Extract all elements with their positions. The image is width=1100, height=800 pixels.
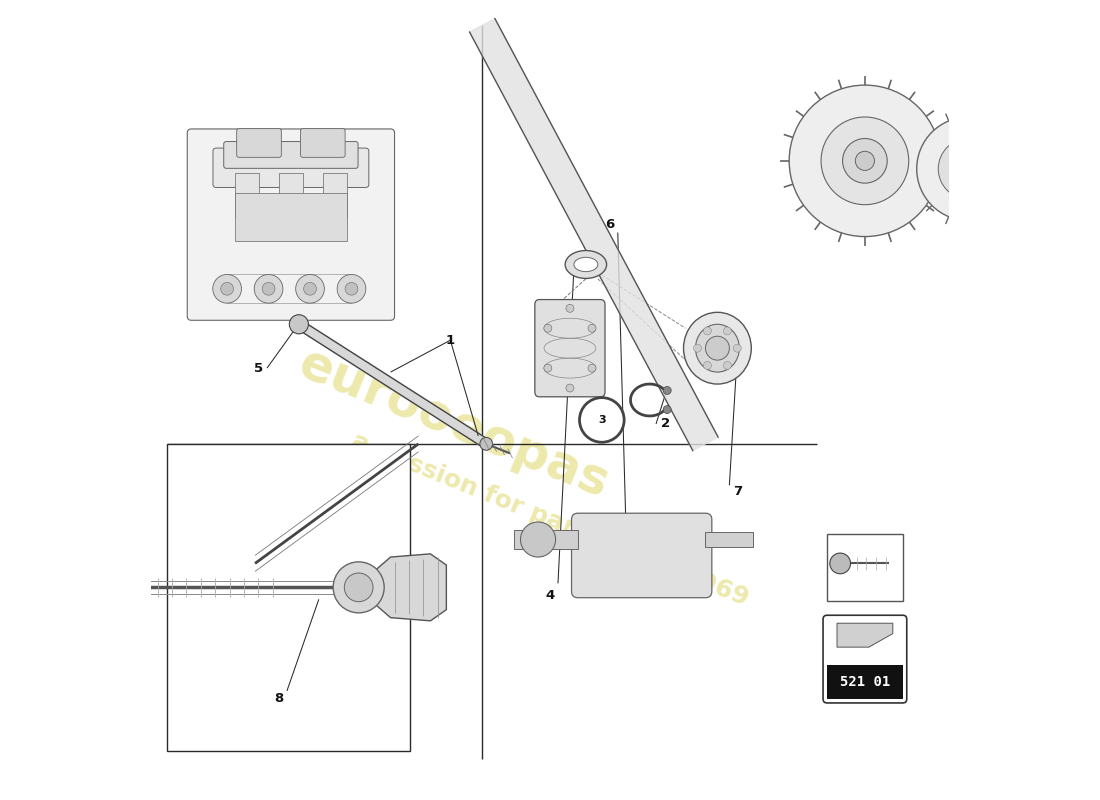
Text: 2: 2 (661, 418, 670, 430)
Circle shape (565, 304, 574, 312)
Circle shape (580, 398, 624, 442)
Circle shape (221, 282, 233, 295)
FancyBboxPatch shape (535, 299, 605, 397)
Circle shape (734, 344, 741, 352)
FancyBboxPatch shape (223, 142, 359, 168)
Circle shape (344, 573, 373, 602)
Text: 5: 5 (254, 362, 264, 374)
Ellipse shape (695, 324, 739, 372)
Text: 4: 4 (546, 589, 554, 602)
Circle shape (212, 274, 242, 303)
Text: 1: 1 (446, 334, 455, 346)
Ellipse shape (683, 312, 751, 384)
Text: 521 01: 521 01 (839, 675, 890, 690)
Bar (235, 193, 346, 241)
Bar (827, 666, 903, 699)
Bar (827, 534, 903, 602)
Ellipse shape (565, 250, 606, 278)
Circle shape (789, 85, 940, 237)
Circle shape (916, 117, 1021, 221)
Circle shape (520, 522, 556, 557)
Circle shape (254, 274, 283, 303)
Circle shape (663, 386, 671, 394)
Bar (279, 173, 302, 217)
Circle shape (724, 327, 732, 335)
Text: 7: 7 (733, 485, 741, 498)
Text: 8: 8 (274, 693, 284, 706)
Polygon shape (470, 18, 718, 450)
Circle shape (543, 364, 552, 372)
Bar (705, 531, 754, 547)
Bar (235, 173, 258, 217)
Circle shape (304, 282, 317, 295)
Text: a passion for parts since 1969: a passion for parts since 1969 (348, 429, 752, 610)
Circle shape (289, 314, 308, 334)
Circle shape (938, 138, 999, 199)
Circle shape (337, 274, 366, 303)
Circle shape (333, 562, 384, 613)
Circle shape (296, 274, 324, 303)
Text: eurooeopas: eurooeopas (293, 340, 617, 508)
Circle shape (704, 327, 712, 335)
Circle shape (724, 362, 732, 370)
Bar (167, 444, 410, 750)
Circle shape (345, 282, 358, 295)
Circle shape (704, 362, 712, 370)
Polygon shape (296, 320, 488, 448)
Polygon shape (837, 623, 893, 647)
Circle shape (821, 117, 909, 205)
Circle shape (705, 336, 729, 360)
Circle shape (480, 438, 493, 450)
Circle shape (588, 324, 596, 332)
Circle shape (663, 406, 671, 414)
Circle shape (829, 553, 850, 574)
Text: 3: 3 (598, 415, 606, 425)
Circle shape (693, 344, 702, 352)
Bar (514, 530, 578, 549)
FancyBboxPatch shape (187, 129, 395, 320)
Circle shape (543, 324, 552, 332)
FancyBboxPatch shape (823, 615, 906, 703)
Text: 6: 6 (605, 218, 615, 231)
FancyBboxPatch shape (213, 148, 368, 187)
Circle shape (262, 282, 275, 295)
FancyBboxPatch shape (236, 129, 282, 158)
Bar (322, 173, 346, 217)
Circle shape (588, 364, 596, 372)
FancyBboxPatch shape (300, 129, 345, 158)
Polygon shape (366, 554, 447, 621)
Circle shape (856, 151, 875, 170)
Circle shape (843, 138, 888, 183)
Ellipse shape (574, 258, 597, 272)
Circle shape (565, 384, 574, 392)
FancyBboxPatch shape (572, 514, 712, 598)
Circle shape (957, 157, 980, 181)
